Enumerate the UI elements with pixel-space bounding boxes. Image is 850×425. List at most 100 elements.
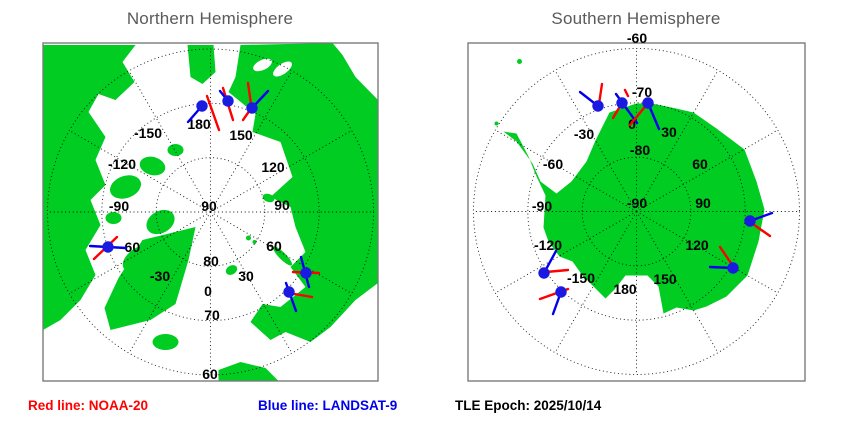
grid-label: 60: [266, 238, 282, 254]
north-land: [43, 43, 378, 381]
satellite-position-dot: [300, 267, 312, 279]
grid-label: -30: [150, 268, 170, 284]
noaa20-track-segment: [544, 268, 570, 274]
meridian-line: [554, 211, 637, 353]
north-graticule: [47, 48, 374, 376]
antarctic-islet-2: [494, 121, 499, 126]
iceland-island: [152, 334, 179, 350]
satellite-marker: [708, 245, 739, 274]
grid-label: 90: [695, 195, 711, 211]
satellite-marker: [538, 286, 570, 316]
meridian-line: [636, 129, 778, 212]
arctic-islet-2: [167, 144, 184, 156]
satellite-marker: [241, 81, 270, 122]
novaya-zemlya-island: [272, 246, 293, 266]
legend-blue-landsat9: Blue line: LANDSAT-9: [258, 398, 398, 413]
satellite-position-dot: [555, 286, 567, 298]
grid-label: -60: [627, 30, 647, 46]
ellesmere-island: [146, 209, 175, 235]
greenland-landmass: [104, 227, 196, 330]
grid-label: -70: [632, 84, 652, 100]
meridian-line: [495, 211, 637, 294]
kamchatka-sea-gap: [273, 61, 292, 77]
grid-label: -30: [574, 126, 594, 142]
satellite-marker: [291, 255, 321, 289]
grid-label: 30: [661, 124, 677, 140]
meridian-line: [128, 70, 211, 213]
satellite-position-dot: [246, 102, 258, 114]
franz-josef-islet-2: [252, 240, 257, 244]
grid-label: 0: [204, 283, 212, 299]
figure-legend: Red line: NOAA-20 Blue line: LANDSAT-9 T…: [0, 398, 850, 422]
svalbard-island: [225, 265, 238, 275]
satellite-position-dot: [592, 100, 604, 112]
arctic-islet: [105, 212, 122, 224]
meridian-line: [210, 130, 352, 213]
satellite-position-dot: [642, 97, 654, 109]
grid-label: 180: [187, 116, 211, 132]
satellite-position-dot: [727, 262, 739, 274]
okhotsk-sea-gap: [253, 58, 272, 72]
severnaya-zemlya-island: [262, 193, 275, 203]
noaa20-track-segment: [623, 88, 630, 98]
grid-label: 60: [202, 366, 218, 382]
latitude-circle: [473, 48, 800, 375]
legend-tle-epoch: TLE Epoch: 2025/10/14: [455, 398, 602, 413]
grid-label: 70: [204, 307, 220, 323]
antarctic-islet: [517, 59, 522, 64]
satellite-marker: [88, 235, 128, 261]
meridian-line: [554, 70, 637, 212]
grid-label: 60: [692, 156, 708, 172]
satellite-position-dot: [744, 215, 756, 227]
grid-label: -60: [543, 156, 563, 172]
satellite-position-dot: [196, 100, 208, 112]
south-hemisphere-title: Southern Hemisphere: [551, 9, 721, 28]
europe-landmass: [218, 362, 279, 381]
eurasia-landmass: [228, 43, 378, 342]
north-satellite-markers: [88, 81, 321, 313]
grid-label: -60: [120, 239, 140, 255]
grid-label: 120: [685, 237, 709, 253]
banks-victoria-island: [110, 175, 141, 199]
grid-label: 180: [613, 281, 637, 297]
satellite-marker: [744, 211, 774, 238]
satellite-marker: [186, 94, 221, 132]
grid-label: -90: [627, 195, 647, 211]
grid-label: 150: [653, 271, 677, 287]
north-hemisphere-title: Northern Hemisphere: [126, 9, 294, 28]
meridian-line: [636, 211, 778, 294]
franz-josef-islet: [246, 235, 251, 241]
south-satellite-markers: [538, 82, 774, 316]
grid-label: -120: [108, 156, 136, 172]
chukotka-landmass: [187, 45, 216, 84]
satellite-marker: [283, 281, 314, 313]
meridian-line: [636, 70, 719, 212]
north-map-border: [42, 42, 379, 382]
grid-label: 30: [238, 268, 254, 284]
satellite-position-dot: [222, 95, 234, 107]
grid-label: -120: [534, 237, 562, 253]
satellite-position-dot: [616, 97, 628, 109]
grid-label: 80: [203, 253, 219, 269]
satellite-marker: [628, 97, 661, 131]
latitude-circle: [527, 102, 746, 321]
south-map-border: [467, 42, 806, 382]
meridian-line: [128, 211, 211, 354]
meridian-line: [69, 130, 211, 213]
grid-label: -90: [532, 198, 552, 214]
grid-label: -90: [109, 198, 129, 214]
meridian-line: [210, 211, 293, 354]
legend-red-noaa20: Red line: NOAA-20: [28, 398, 149, 413]
satellite-position-dot: [102, 241, 114, 253]
grid-label: 150: [229, 127, 253, 143]
grid-label: -80: [630, 142, 650, 158]
noaa20-track-segment: [246, 81, 253, 106]
satellite-position-dot: [538, 267, 550, 279]
meridian-line: [495, 129, 637, 212]
meridian-line: [210, 211, 352, 294]
grid-label: 90: [274, 197, 290, 213]
satellite-marker: [578, 82, 604, 112]
meridian-line: [636, 211, 719, 353]
latitude-circle: [155, 157, 266, 267]
